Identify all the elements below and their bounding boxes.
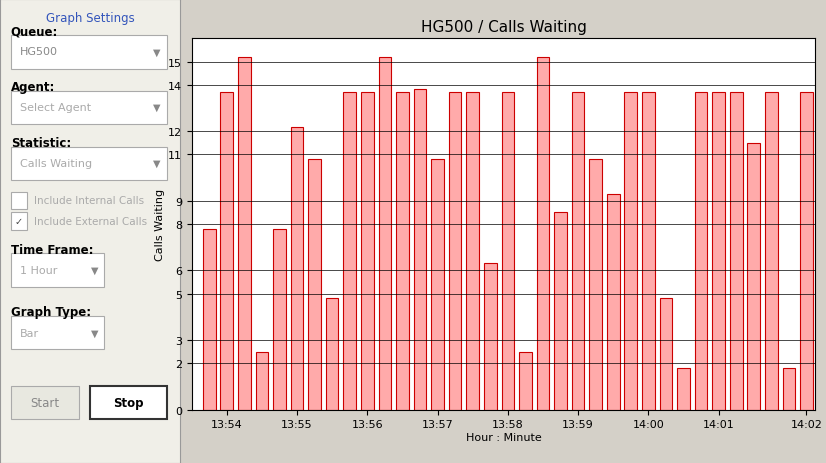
Text: Calls Waiting: Calls Waiting [20, 158, 92, 169]
Bar [712, 93, 725, 410]
FancyBboxPatch shape [11, 254, 104, 287]
Bar [291, 127, 303, 410]
Text: Time Frame:: Time Frame: [11, 243, 93, 256]
Bar [467, 93, 479, 410]
Bar [782, 368, 795, 410]
Text: HG500: HG500 [20, 47, 58, 57]
Bar [255, 352, 268, 410]
Bar [484, 264, 496, 410]
Bar [414, 90, 426, 410]
Bar [572, 93, 585, 410]
Text: 1 Hour: 1 Hour [20, 265, 57, 275]
Bar [273, 229, 286, 410]
X-axis label: Hour : Minute: Hour : Minute [466, 432, 541, 442]
Text: Queue:: Queue: [11, 25, 58, 38]
Bar [554, 213, 567, 410]
FancyBboxPatch shape [11, 36, 168, 69]
Bar [344, 93, 356, 410]
Bar [308, 160, 321, 410]
Bar [730, 93, 743, 410]
FancyBboxPatch shape [90, 386, 168, 419]
Bar [431, 160, 444, 410]
Title: HG500 / Calls Waiting: HG500 / Calls Waiting [420, 20, 586, 35]
Bar [221, 93, 233, 410]
Text: Graph Settings: Graph Settings [45, 12, 135, 25]
Bar [361, 93, 373, 410]
Bar [396, 93, 409, 410]
Bar [238, 58, 250, 410]
Bar [642, 93, 655, 410]
FancyBboxPatch shape [11, 316, 104, 350]
Text: Statistic:: Statistic: [11, 137, 71, 150]
FancyBboxPatch shape [11, 213, 27, 231]
Bar [748, 144, 760, 410]
Bar [519, 352, 532, 410]
Text: Start: Start [31, 396, 59, 409]
Bar [378, 58, 392, 410]
Text: ▼: ▼ [153, 47, 160, 57]
FancyBboxPatch shape [11, 386, 79, 419]
Text: ✓: ✓ [15, 217, 23, 227]
FancyBboxPatch shape [11, 192, 27, 210]
Text: ▼: ▼ [153, 103, 160, 113]
FancyBboxPatch shape [11, 92, 168, 125]
Bar [695, 93, 707, 410]
Bar [624, 93, 637, 410]
Text: ▼: ▼ [91, 328, 98, 338]
Text: Include Internal Calls: Include Internal Calls [34, 196, 145, 206]
Bar [537, 58, 549, 410]
Text: Bar: Bar [20, 328, 39, 338]
Y-axis label: Calls Waiting: Calls Waiting [155, 188, 165, 261]
Text: Select Agent: Select Agent [20, 103, 91, 113]
Bar [607, 194, 620, 410]
Text: ▼: ▼ [153, 158, 160, 169]
Bar [765, 93, 777, 410]
Bar [449, 93, 462, 410]
Bar [677, 368, 690, 410]
Text: Stop: Stop [113, 396, 144, 409]
Bar [501, 93, 514, 410]
Bar [589, 160, 602, 410]
Bar [203, 229, 216, 410]
Text: Include External Calls: Include External Calls [34, 217, 147, 227]
Text: ▼: ▼ [91, 265, 98, 275]
Text: Graph Type:: Graph Type: [11, 306, 91, 319]
Bar [800, 93, 813, 410]
Text: Agent:: Agent: [11, 81, 55, 94]
FancyBboxPatch shape [11, 147, 168, 181]
Bar [660, 299, 672, 410]
Bar [325, 299, 339, 410]
